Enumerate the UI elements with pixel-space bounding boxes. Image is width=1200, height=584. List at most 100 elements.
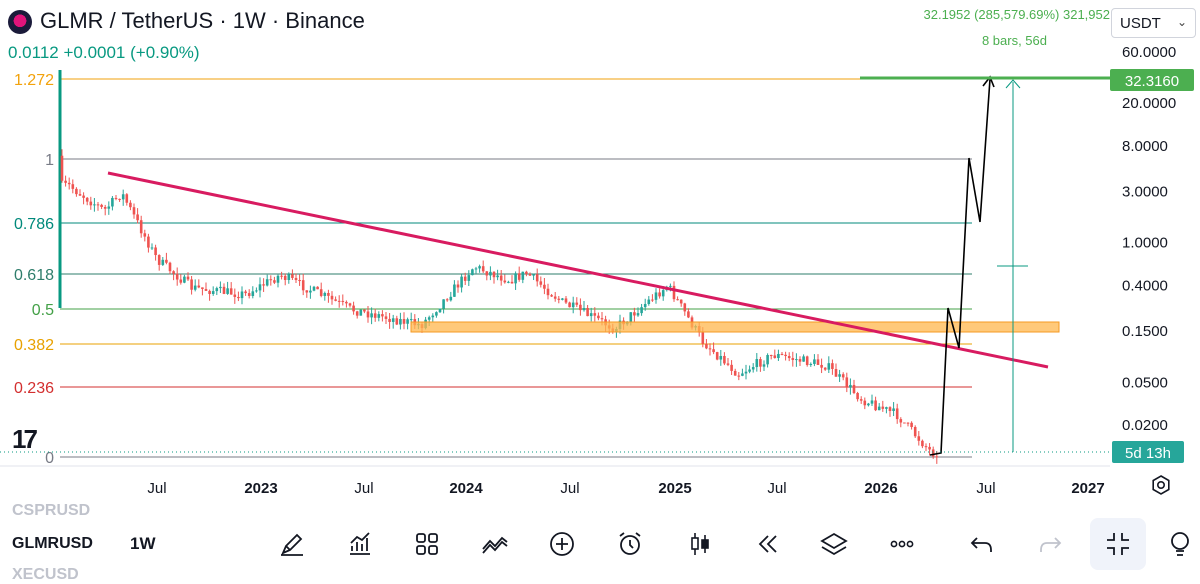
indicators-icon[interactable] [340, 524, 380, 564]
candle-body [240, 291, 244, 299]
replay-icon[interactable] [747, 524, 787, 564]
candle-body [651, 299, 654, 301]
candle-body [708, 348, 712, 350]
candle-body [903, 422, 906, 424]
candle-body [399, 318, 402, 325]
candle-body [121, 194, 125, 200]
layers-icon[interactable] [814, 524, 854, 564]
candle-body [550, 295, 553, 297]
candle-body [337, 300, 341, 302]
candle-body [636, 313, 640, 316]
candle-body [913, 427, 917, 437]
fib-level-label: 0.5 [32, 302, 54, 319]
descending-trendline [107, 171, 1049, 369]
candle-body [438, 308, 442, 313]
time-tick-label: Jul [976, 480, 995, 497]
candles-icon[interactable] [680, 524, 720, 564]
candle-body [517, 273, 521, 280]
candle-body [280, 275, 283, 277]
idea-bulb-icon[interactable] [1165, 524, 1200, 564]
candle-body [568, 302, 571, 308]
draw-brush-icon[interactable] [272, 524, 312, 564]
candle-body [323, 292, 327, 296]
price-chart[interactable]: 1.272 1 0.786 0.618 0.5 0.382 0.236 0 32.3160 5d… [0, 0, 1200, 500]
candle-body [838, 374, 841, 377]
candle-body [291, 274, 294, 278]
measure-readout-price: 32.1952 (285,579.69%) 321,952 [923, 7, 1111, 22]
candle-body [640, 307, 643, 314]
price-quote: 0.0112 +0.0001 (+0.90%) [8, 43, 200, 62]
candle-body [251, 291, 255, 296]
more-icon[interactable] [882, 524, 922, 564]
undo-icon[interactable] [962, 524, 1002, 564]
chart-header: GLMR / TetherUS · 1W · Binance 0.0112 +0… [0, 0, 900, 70]
redo-icon[interactable] [1030, 524, 1070, 564]
candle-body [273, 280, 276, 283]
drawings[interactable]: 32.3160 5d 13h [107, 69, 1194, 463]
add-plus-icon[interactable] [542, 524, 582, 564]
candle-body [114, 197, 118, 199]
candle-body [877, 406, 881, 411]
layout-grid-icon[interactable] [407, 524, 447, 564]
candle-body [841, 374, 845, 378]
symbol-list-item-next[interactable]: XECUSD [12, 566, 79, 583]
candle-body [661, 290, 665, 297]
candle-body [931, 449, 935, 457]
candle-body [283, 275, 287, 280]
projection-path [929, 78, 991, 456]
price-tick-label: 1.0000 [1122, 235, 1168, 252]
candle-body [247, 293, 251, 296]
candle-body [777, 353, 780, 359]
candle-body [553, 296, 557, 299]
price-tick-label: 0.0500 [1122, 374, 1168, 391]
candle-body [658, 292, 661, 297]
symbol-title[interactable]: GLMR / TetherUS · 1W · Binance [40, 8, 365, 33]
candle-body [226, 288, 229, 294]
candle-body [60, 155, 64, 181]
candle-body [431, 315, 435, 318]
candle-body [190, 279, 193, 290]
price-tick-label: 60.0000 [1122, 44, 1176, 61]
candle-body [237, 296, 240, 299]
timeframe-button[interactable]: 1W [130, 534, 156, 553]
candle-body [528, 273, 532, 276]
target-price-badge [1110, 69, 1194, 91]
settings-gear-icon[interactable] [1150, 474, 1172, 496]
candle-body [406, 319, 409, 324]
fib-retracement[interactable]: 1.272 1 0.786 0.618 0.5 0.382 0.236 0 [14, 70, 1110, 467]
symbol-list-item-prev[interactable]: CSPRUSD [12, 502, 91, 519]
currency-select[interactable]: USDT ⌄ [1111, 8, 1196, 38]
candle-body [564, 298, 568, 303]
symbol-list-item-current[interactable]: GLMRUSD [12, 535, 93, 552]
candle-body [143, 233, 147, 237]
alarm-clock-icon[interactable] [610, 524, 650, 564]
candle-body [348, 303, 352, 306]
candle-body [701, 332, 705, 344]
candle-body [391, 318, 395, 322]
compare-icon[interactable] [475, 524, 515, 564]
candle-body [208, 290, 211, 294]
candle-body [64, 180, 67, 183]
bar-countdown-badge [1112, 441, 1184, 463]
bar-countdown-label: 5d 13h [1125, 445, 1171, 462]
fullscreen-collapse-icon[interactable] [1090, 518, 1146, 570]
candle-body [129, 202, 132, 208]
candle-body [107, 206, 111, 209]
candle-body [535, 274, 539, 282]
candle-body [510, 281, 514, 284]
candle-body [654, 292, 658, 300]
candlestick-series [60, 149, 939, 464]
candle-body [244, 291, 247, 294]
candle-body [204, 288, 208, 291]
price-tick-label: 20.0000 [1122, 95, 1176, 112]
candle-body [132, 207, 136, 215]
candle-body [168, 262, 172, 272]
candle-body [586, 307, 589, 317]
candle-body [341, 300, 345, 302]
candle-body [759, 359, 762, 367]
candle-body [798, 359, 802, 362]
candle-body [845, 377, 849, 388]
candle-body [874, 400, 877, 411]
candle-body [856, 393, 859, 400]
candle-body [118, 198, 121, 200]
